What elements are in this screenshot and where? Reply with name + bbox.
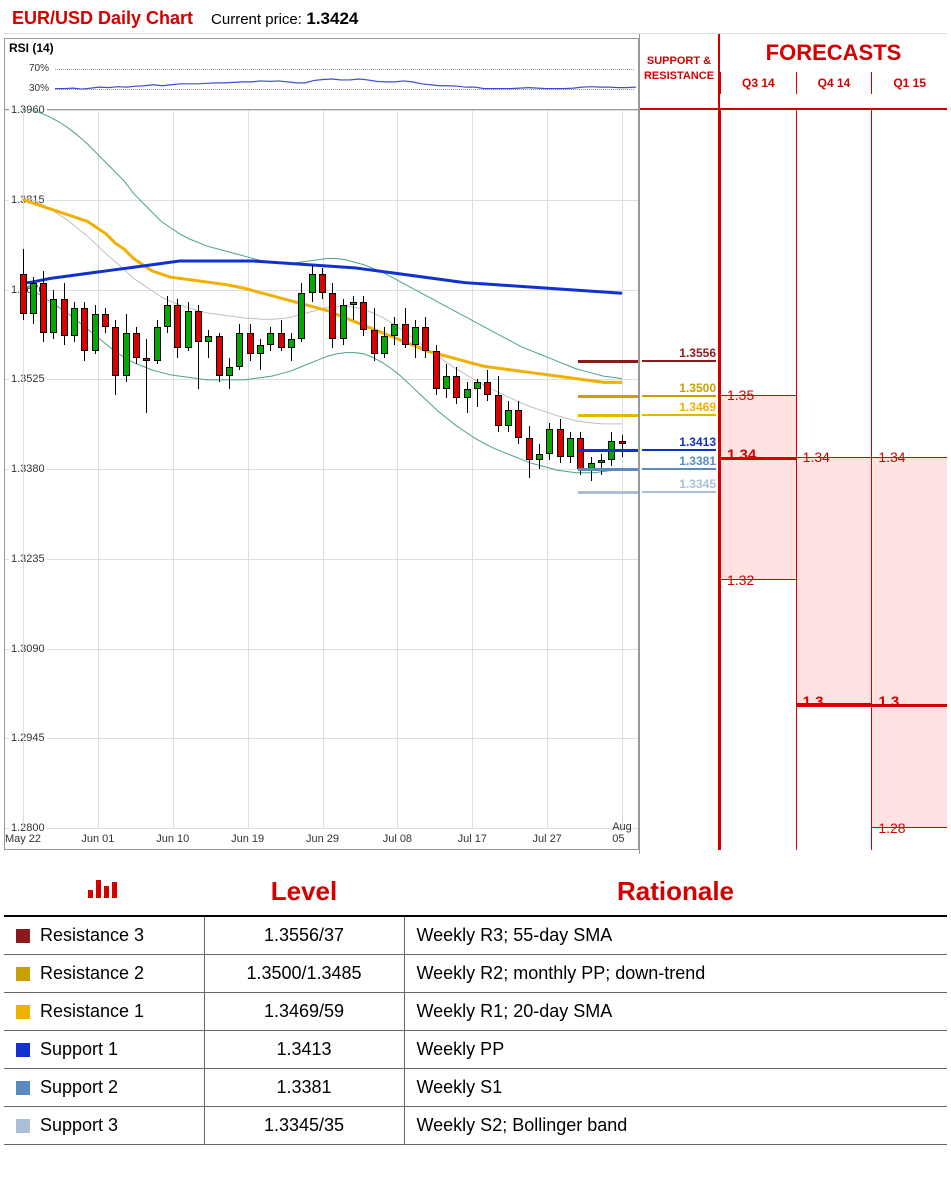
sr-rationale: Weekly PP — [404, 1031, 947, 1069]
forecast-quarter: Q3 14 — [720, 72, 796, 94]
swatch-icon — [16, 1005, 30, 1019]
chart-title: EUR/USD Daily Chart — [12, 8, 193, 29]
sr-table: Level Rationale Resistance 3 1.3556/37 W… — [4, 868, 947, 1145]
forecast-quarter: Q4 14 — [796, 72, 872, 94]
table-row: Resistance 1 1.3469/59 Weekly R1; 20-day… — [4, 993, 947, 1031]
swatch-icon — [16, 1081, 30, 1095]
chart-column: RSI (14) 70%30% 1.28001.29451.30901.3235… — [4, 34, 639, 854]
sr-rationale: Weekly S2; Bollinger band — [404, 1107, 947, 1145]
sr-level: 1.3469/59 — [204, 993, 404, 1031]
swatch-icon — [16, 1043, 30, 1057]
sr-name: Resistance 1 — [40, 1001, 144, 1021]
sr-level: 1.3556/37 — [204, 916, 404, 955]
sr-line — [578, 395, 638, 398]
rsi-pct-label: 30% — [29, 83, 49, 94]
sr-name: Resistance 2 — [40, 963, 144, 983]
x-axis-label: Jul 27 — [532, 833, 561, 845]
sr-rationale: Weekly R1; 20-day SMA — [404, 993, 947, 1031]
table-row: Resistance 3 1.3556/37 Weekly R3; 55-day… — [4, 916, 947, 955]
price-chart: 1.28001.29451.30901.32351.33801.35251.36… — [4, 110, 639, 850]
sr-rationale: Weekly R3; 55-day SMA — [404, 916, 947, 955]
sr-name: Resistance 3 — [40, 925, 144, 945]
forecast-quarter: Q1 15 — [871, 72, 947, 94]
table-header-level: Level — [204, 868, 404, 916]
sr-line — [578, 468, 638, 471]
swatch-icon — [16, 1119, 30, 1133]
x-axis-label: Aug 05 — [612, 821, 632, 845]
sr-level: 1.3413 — [204, 1031, 404, 1069]
sr-rationale: Weekly R2; monthly PP; down-trend — [404, 955, 947, 993]
y-axis-label: 1.3090 — [9, 643, 47, 655]
rsi-pct-label: 70% — [29, 63, 49, 74]
x-axis-label: Jun 19 — [231, 833, 264, 845]
right-column: SUPPORT & RESISTANCE FORECASTS Q3 14Q4 1… — [639, 34, 947, 854]
y-axis-label: 1.3380 — [9, 463, 47, 475]
sr-level: 1.3381 — [204, 1069, 404, 1107]
sr-level: 1.3345/35 — [204, 1107, 404, 1145]
forecast-col: 1.34 1.3 — [796, 110, 872, 850]
bars-icon — [86, 876, 122, 907]
forecast-grid: 1.35 1.32 1.34 1.34 1.3 1.34 1.28 1.3 — [720, 110, 947, 850]
swatch-icon — [16, 967, 30, 981]
x-axis-label: Jun 29 — [306, 833, 339, 845]
x-axis-label: Jun 01 — [81, 833, 114, 845]
sr-level: 1.3556 — [642, 360, 716, 362]
sr-header: SUPPORT & RESISTANCE — [640, 34, 720, 110]
sr-line — [578, 491, 638, 494]
sr-name: Support 3 — [40, 1115, 118, 1135]
forecast-header: FORECASTS Q3 14Q4 14Q1 15 — [720, 34, 947, 110]
y-axis-label: 1.3525 — [9, 373, 47, 385]
table-row: Support 2 1.3381 Weekly S1 — [4, 1069, 947, 1107]
forecast-col: 1.34 1.28 1.3 — [871, 110, 947, 850]
x-axis-label: May 22 — [5, 833, 41, 845]
y-axis-label: 1.3815 — [9, 194, 47, 206]
table-row: Support 3 1.3345/35 Weekly S2; Bollinger… — [4, 1107, 947, 1145]
x-axis-label: Jun 10 — [156, 833, 189, 845]
forecast-col: 1.35 1.32 1.34 — [720, 110, 796, 850]
sr-name: Support 2 — [40, 1077, 118, 1097]
y-axis-label: 1.3235 — [9, 553, 47, 565]
sr-name: Support 1 — [40, 1039, 118, 1059]
y-axis-label: 1.2945 — [9, 732, 47, 744]
sr-level: 1.3345 — [642, 491, 716, 493]
sr-level: 1.3381 — [642, 468, 716, 470]
table-row: Support 1 1.3413 Weekly PP — [4, 1031, 947, 1069]
sr-line — [578, 360, 638, 363]
y-axis-label: 1.3960 — [9, 104, 47, 116]
sr-line — [578, 449, 638, 452]
current-price-value: 1.3424 — [306, 9, 358, 28]
sr-level: 1.3469 — [642, 414, 716, 416]
sr-levels-column: 1.3556 1.3500 1.3469 1.3413 1.3381 1.3345 — [640, 110, 720, 850]
sr-line — [578, 414, 638, 417]
x-axis-label: Jul 08 — [383, 833, 412, 845]
sr-level: 1.3500 — [642, 395, 716, 397]
table-header-icon — [4, 868, 204, 916]
table-header-rationale: Rationale — [404, 868, 947, 916]
sr-rationale: Weekly S1 — [404, 1069, 947, 1107]
rsi-panel: RSI (14) 70% 30% — [4, 38, 639, 110]
header: EUR/USD Daily Chart Current price: 1.342… — [4, 4, 947, 34]
rsi-label: RSI (14) — [9, 41, 54, 55]
current-price-label: Current price: — [211, 11, 302, 28]
x-axis-label: Jul 17 — [458, 833, 487, 845]
table-row: Resistance 2 1.3500/1.3485 Weekly R2; mo… — [4, 955, 947, 993]
sr-level: 1.3413 — [642, 449, 716, 451]
forecast-title: FORECASTS — [720, 34, 947, 72]
sr-level: 1.3500/1.3485 — [204, 955, 404, 993]
swatch-icon — [16, 929, 30, 943]
